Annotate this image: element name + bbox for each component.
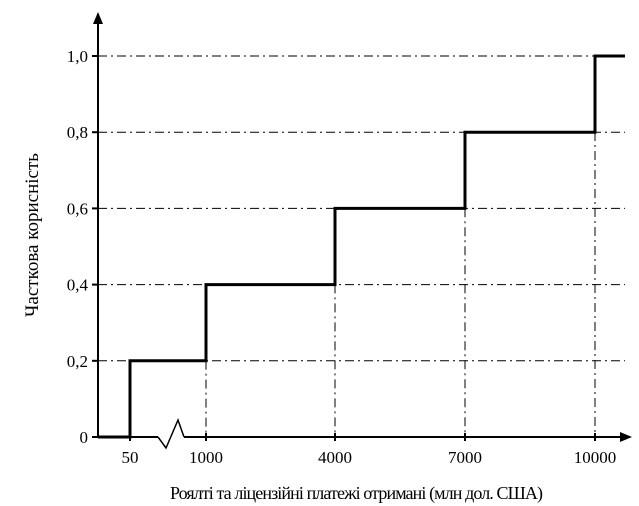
x-tick-label: 1000 [189,448,223,467]
y-ticks: 0 0,2 0,4 0,6 0,8 1,0 [67,47,98,447]
y-tick-label: 0,4 [67,276,89,295]
y-tick-label: 0 [80,428,89,447]
x-axis-break [157,417,185,450]
reference-lines [98,55,625,437]
x-tick-label: 10000 [574,448,617,467]
x-tick-label: 4000 [318,448,352,467]
y-tick-label: 0,6 [67,199,88,218]
y-axis-title: Часткова корисність [22,153,43,317]
y-tick-label: 0,8 [67,123,88,142]
x-tick-label: 50 [122,448,139,467]
x-axis-title: Роялті та ліцензійні платежі отримані (м… [170,483,543,504]
x-ticks: 50 1000 4000 7000 10000 [122,433,617,467]
series-step-line [98,54,625,439]
x-tick-label: 7000 [448,448,482,467]
axes [93,12,632,450]
y-tick-label: 0,2 [67,352,88,371]
y-tick-label: 1,0 [67,47,88,66]
